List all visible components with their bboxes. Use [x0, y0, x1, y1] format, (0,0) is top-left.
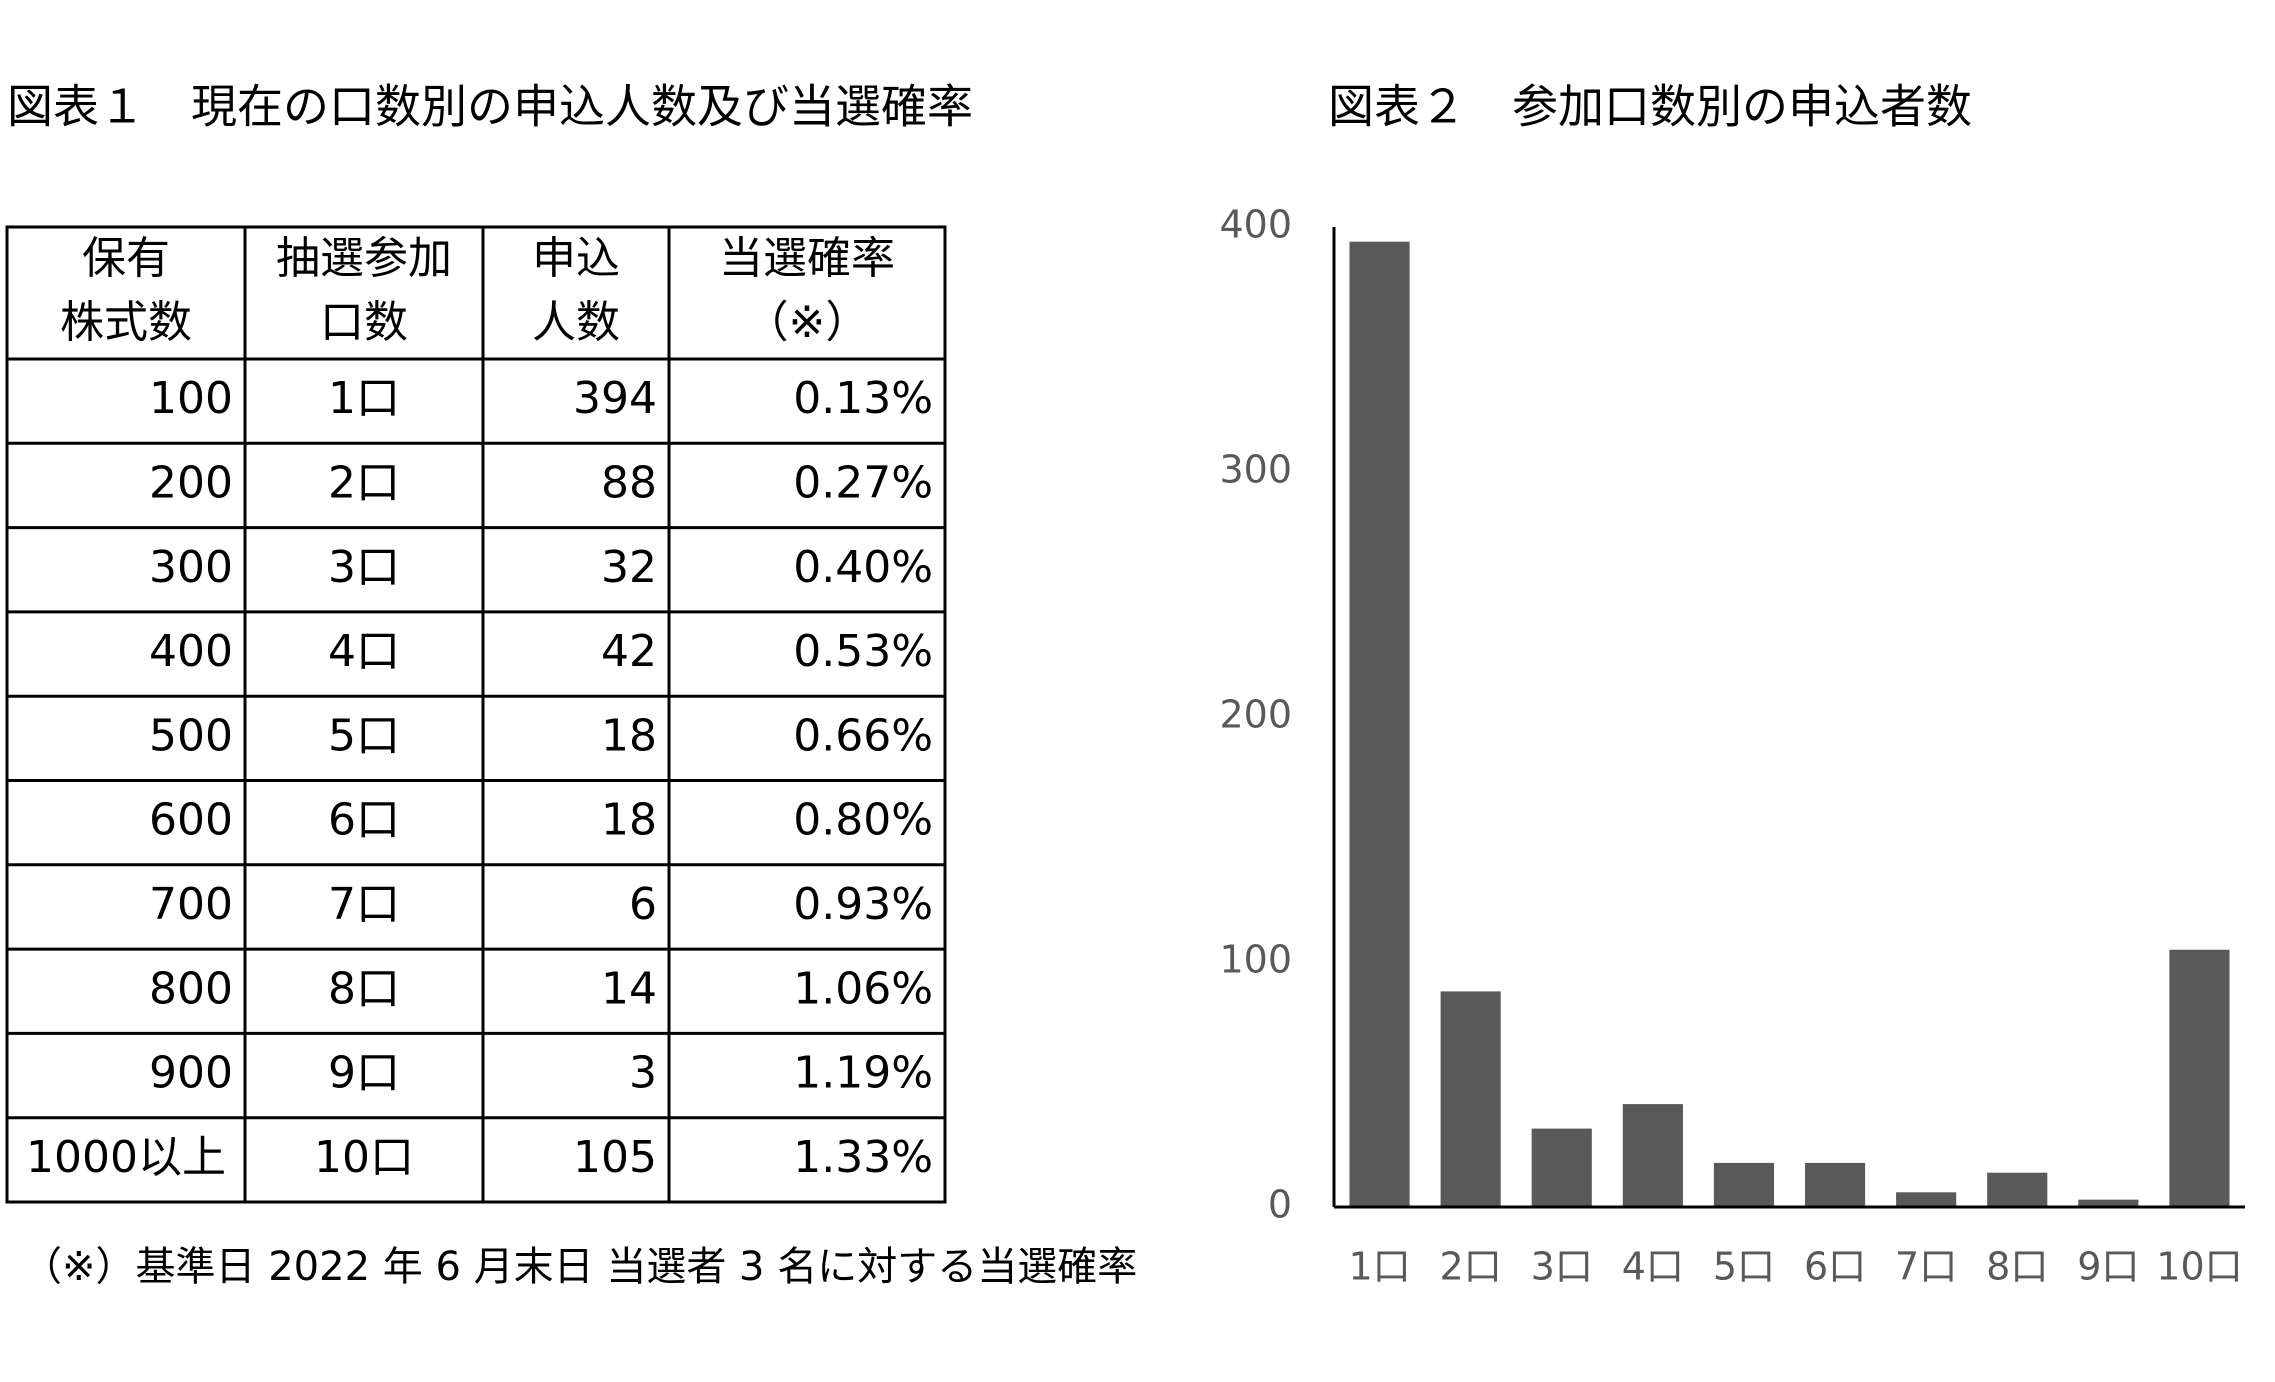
- table-cell: 394: [573, 373, 657, 424]
- table-cell: 1000以上: [26, 1132, 226, 1183]
- x-tick-label: 2口: [1440, 1245, 1502, 1289]
- bar: [1622, 1104, 1683, 1207]
- table-cell: 0.40%: [793, 542, 933, 593]
- bar: [1349, 241, 1410, 1207]
- table-cell: 6: [629, 879, 657, 930]
- header-cell: 株式数: [60, 297, 192, 348]
- table-cell: 0.27%: [793, 457, 933, 508]
- table-cell: 300: [149, 542, 233, 593]
- table-cell: 900: [149, 1048, 233, 1099]
- table-cell: 18: [601, 710, 657, 761]
- table-cell: 5口: [328, 710, 400, 761]
- table-cell: 1.19%: [793, 1048, 933, 1099]
- bar: [1896, 1192, 1957, 1207]
- chart: 0 100 200 300 400 1口 2口 3口 4口 5口 6口 7口 8口 9口 10口: [1219, 203, 2245, 1289]
- table-cell: 200: [149, 457, 233, 508]
- table-title: 図表１ 現在の口数別の申込人数及び当選確率: [7, 80, 973, 134]
- table-cell: 18: [601, 795, 657, 846]
- x-tick-label: 10口: [2156, 1245, 2242, 1289]
- y-tick-label: 400: [1219, 203, 1292, 247]
- header-cell: 保有: [82, 233, 170, 284]
- table-cell: 3: [629, 1048, 657, 1099]
- table-cell: 14: [601, 963, 657, 1014]
- x-tick-label: 5口: [1713, 1245, 1775, 1289]
- x-tick-label: 4口: [1622, 1245, 1684, 1289]
- table-cell: 9口: [328, 1048, 400, 1099]
- bar: [1531, 1128, 1592, 1207]
- bar: [2169, 949, 2230, 1207]
- table-cell: 400: [149, 626, 233, 677]
- y-tick-label: 300: [1219, 448, 1292, 492]
- table-cell: 88: [601, 457, 657, 508]
- table-cell: 500: [149, 710, 233, 761]
- table-cell: 42: [601, 626, 657, 677]
- bar: [1987, 1172, 2048, 1207]
- x-tick-label: 9口: [2077, 1245, 2139, 1289]
- y-tick-label: 0: [1268, 1183, 1292, 1227]
- header-cell: （※）: [745, 297, 870, 348]
- table-cell: 1.06%: [793, 963, 933, 1014]
- y-tick-label: 200: [1219, 693, 1292, 737]
- table-cell: 1.33%: [793, 1132, 933, 1183]
- header-cell: 人数: [532, 297, 620, 348]
- table-cell: 0.13%: [793, 373, 933, 424]
- table-cell: 2口: [328, 457, 400, 508]
- note: （※）基準日 2022 年 6 月末日 当選者 3 名に対する当選確率: [22, 1244, 1137, 1290]
- bar: [1804, 1162, 1866, 1207]
- table-cell: 105: [573, 1132, 657, 1183]
- x-tick-label: 7口: [1895, 1245, 1957, 1289]
- table-cell: 700: [149, 879, 233, 930]
- table-cell: 3口: [328, 542, 400, 593]
- table-cell: 4口: [328, 626, 400, 677]
- header-cell: 申込: [532, 233, 620, 284]
- header-cell: 抽選参加: [276, 233, 452, 284]
- bar: [1713, 1162, 1775, 1207]
- y-tick-label: 100: [1219, 938, 1292, 982]
- x-tick-label: 6口: [1804, 1245, 1866, 1289]
- table-border: [5, 225, 947, 1204]
- x-tick-label: 8口: [1986, 1245, 2048, 1289]
- table-cell: 100: [149, 373, 233, 424]
- table-cell: 0.80%: [793, 795, 933, 846]
- table-cell: 6口: [328, 795, 400, 846]
- table-cell: 0.93%: [793, 879, 933, 930]
- table-cell: 800: [149, 963, 233, 1014]
- table-cell: 1口: [328, 373, 400, 424]
- table-cell: 0.66%: [793, 710, 933, 761]
- x-tick-label: 3口: [1531, 1245, 1593, 1289]
- table-cell: 600: [149, 795, 233, 846]
- table-cell: 32: [601, 542, 657, 593]
- x-tick-label: 1口: [1348, 1245, 1410, 1289]
- table-cell: 7口: [328, 879, 400, 930]
- chart-title: 図表２ 参加口数別の申込者数: [1328, 80, 1972, 134]
- table-cell: 0.53%: [793, 626, 933, 677]
- header-cell: 当選確率: [719, 233, 895, 284]
- bar: [2078, 1199, 2139, 1207]
- header-cell: 口数: [320, 297, 408, 348]
- bar: [1440, 991, 1501, 1207]
- table-cell: 8口: [328, 963, 400, 1014]
- table-cell: 10口: [314, 1132, 414, 1183]
